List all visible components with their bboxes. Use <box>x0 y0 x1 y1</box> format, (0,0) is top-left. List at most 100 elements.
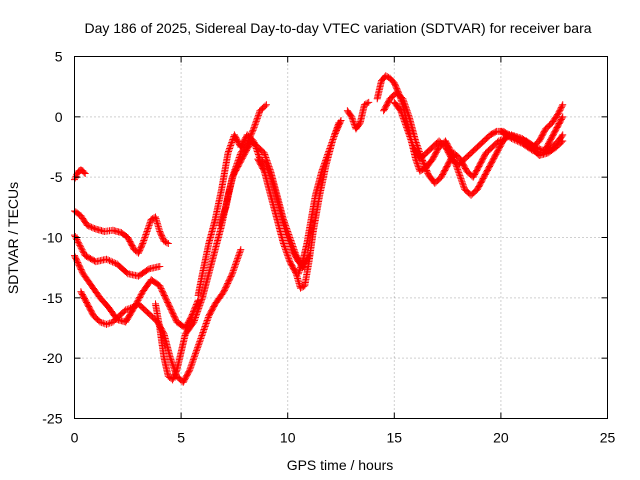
data-point <box>95 317 103 325</box>
data-point <box>496 136 504 144</box>
data-point <box>399 113 407 121</box>
y-tick-label: -10 <box>42 230 62 246</box>
data-point <box>401 119 409 127</box>
data-point <box>196 301 204 309</box>
data-point <box>336 119 344 127</box>
data-point <box>282 223 290 231</box>
series-4 <box>71 252 202 332</box>
data-point <box>197 333 205 341</box>
data-point <box>397 107 405 115</box>
data-point <box>329 135 337 143</box>
data-point <box>221 205 229 213</box>
data-point <box>322 157 330 165</box>
data-point <box>262 155 270 163</box>
data-point <box>86 223 94 231</box>
data-point <box>219 212 227 220</box>
data-point <box>289 243 297 251</box>
data-point <box>230 265 238 273</box>
data-point <box>72 234 80 242</box>
data-point <box>229 268 237 276</box>
data-point <box>511 132 519 140</box>
grid <box>74 56 608 419</box>
data-point <box>400 116 408 124</box>
data-point <box>193 309 201 317</box>
data-point <box>192 348 200 356</box>
data-point <box>122 306 130 314</box>
data-point <box>298 261 306 269</box>
data-point <box>399 114 407 122</box>
data-point <box>236 247 244 255</box>
data-point <box>266 166 274 174</box>
data-point <box>253 116 261 124</box>
data-point <box>89 224 97 232</box>
data-point <box>228 138 236 146</box>
data-point <box>290 246 298 254</box>
data-point <box>295 267 303 275</box>
y-axis-label: SDTVAR / TECUs <box>5 182 21 294</box>
data-point <box>405 131 413 139</box>
series-11 <box>343 98 373 133</box>
data-point <box>251 120 259 128</box>
data-point <box>279 240 287 248</box>
data-point <box>281 244 289 252</box>
data-point <box>325 146 333 154</box>
data-point <box>79 247 87 255</box>
data-point <box>203 316 211 324</box>
data-point <box>491 128 499 136</box>
data-point <box>406 134 414 142</box>
data-point <box>254 149 262 157</box>
data-point <box>422 164 430 172</box>
data-point <box>559 113 567 121</box>
data-point <box>193 310 201 318</box>
y-tick-label: -25 <box>42 411 62 427</box>
data-point <box>104 256 112 264</box>
series-1 <box>71 166 89 184</box>
data-point <box>287 238 295 246</box>
data-point <box>164 240 172 248</box>
data-point <box>227 140 235 148</box>
data-point <box>228 271 236 279</box>
data-point <box>252 117 260 125</box>
data-point <box>403 123 411 131</box>
data-point <box>406 132 414 140</box>
data-point <box>360 101 368 109</box>
data-point <box>250 125 258 133</box>
data-point <box>413 160 421 168</box>
data-point <box>405 129 413 137</box>
data-point <box>333 127 341 135</box>
data-point <box>349 117 357 125</box>
data-point <box>98 319 106 327</box>
data-point <box>498 136 506 144</box>
data-point <box>558 102 566 110</box>
data-point <box>459 181 467 189</box>
data-point <box>262 101 270 109</box>
data-point <box>283 249 291 257</box>
series-5 <box>77 246 245 386</box>
data-point <box>136 292 144 300</box>
data-point <box>455 170 463 178</box>
data-point <box>318 167 326 175</box>
data-point <box>401 101 409 109</box>
data-point <box>161 238 169 246</box>
data-point <box>163 239 171 247</box>
data-point <box>407 135 415 143</box>
data-point <box>508 131 516 139</box>
data-point <box>284 253 292 261</box>
data-point <box>228 137 236 145</box>
data-point <box>190 316 198 324</box>
data-point <box>71 174 79 182</box>
data-point <box>456 172 464 180</box>
data-point <box>279 215 287 223</box>
data-point <box>559 101 567 109</box>
data-point <box>493 138 501 146</box>
data-point <box>186 366 194 374</box>
data-point <box>142 230 150 238</box>
data-point <box>202 319 210 327</box>
data-point <box>145 223 153 231</box>
data-point <box>74 237 82 245</box>
data-point <box>147 215 155 223</box>
data-point <box>218 215 226 223</box>
data-point <box>120 307 128 315</box>
data-point <box>160 237 168 245</box>
